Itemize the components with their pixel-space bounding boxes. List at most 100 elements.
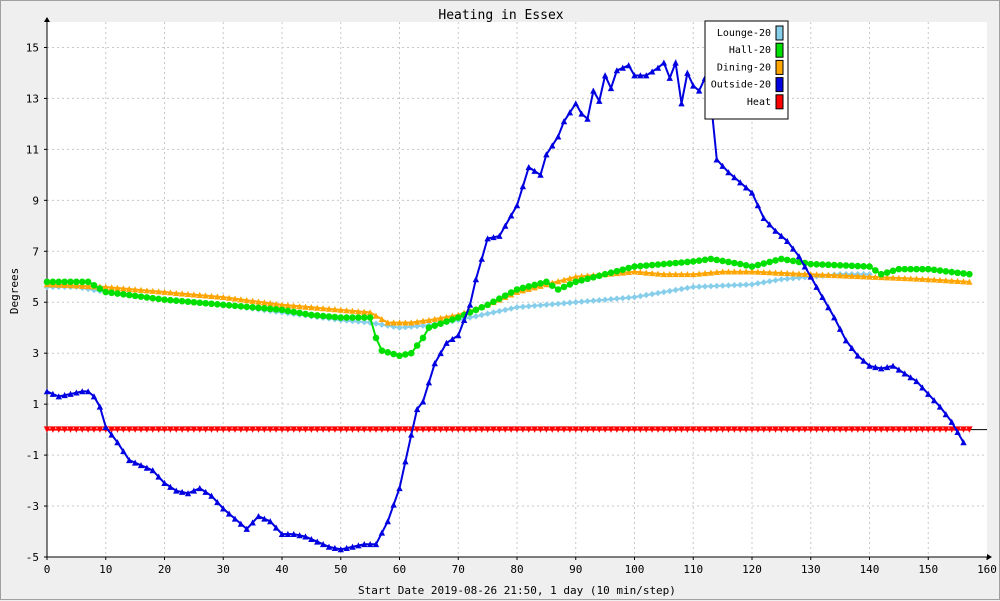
data-point [331,426,339,433]
data-point [278,426,286,433]
data-point [525,283,533,290]
data-point [449,316,456,323]
data-point [801,270,809,277]
data-point [631,268,638,275]
data-point [795,253,803,260]
data-point [149,294,157,302]
data-point [766,258,773,266]
data-point [131,459,139,466]
data-point [836,272,844,279]
data-point [560,426,568,433]
data-point [507,212,515,219]
data-point [919,265,926,273]
data-point [930,266,938,274]
x-tick-label: 130 [801,563,821,576]
data-point [684,258,691,266]
data-point [190,487,198,494]
data-point [278,530,286,537]
data-point [948,268,956,276]
data-point [325,426,333,433]
data-point [184,290,192,297]
data-point [361,541,368,548]
data-point [725,258,732,266]
data-point [331,306,339,313]
data-point [784,426,791,433]
data-point [519,303,527,311]
data-point [73,278,80,286]
data-point [73,389,80,396]
data-point [272,524,280,531]
data-point [901,275,908,282]
data-point [402,319,409,326]
data-point [795,426,803,433]
data-point [319,541,327,548]
data-point [296,309,303,317]
data-point [643,269,650,276]
chart-title: Heating in Essex [438,8,563,23]
data-point [408,319,415,326]
data-point [214,426,221,433]
data-point [49,390,57,397]
data-point [55,393,62,400]
data-point [742,261,750,269]
data-point [155,288,162,295]
data-point [290,302,297,309]
data-point [349,307,356,314]
data-point [813,283,820,290]
data-point [672,271,679,278]
data-point [607,426,615,433]
data-point [484,310,491,317]
data-point [90,426,98,433]
data-point [684,271,691,278]
data-point [249,519,256,526]
data-point [255,304,262,312]
data-point [572,426,579,433]
data-point [178,290,186,297]
data-point [872,364,879,371]
data-point [637,268,644,276]
data-point [237,296,245,303]
data-point [590,273,597,281]
data-point [554,286,562,293]
data-point [196,426,203,433]
data-point [84,426,92,433]
data-point [361,426,368,433]
data-point [731,174,738,181]
data-point [167,483,174,490]
data-point [272,426,280,433]
data-point [684,284,691,292]
data-point [619,294,626,302]
data-point [84,282,92,290]
data-point [748,281,756,288]
data-point [678,259,685,266]
data-point [525,426,532,433]
data-point [966,270,973,278]
data-point [502,222,509,229]
data-point [231,515,239,522]
data-point [860,263,867,270]
data-point [625,294,632,301]
data-point [513,202,521,209]
y-tick-label: 9 [32,194,39,207]
data-point [490,234,497,241]
y-tick-label: 13 [26,92,39,105]
data-point [643,72,650,79]
data-point [678,426,685,433]
data-point [713,282,720,290]
data-point [854,273,861,280]
data-point [748,426,756,433]
data-point [266,305,274,313]
data-point [67,390,74,397]
data-point [825,271,832,278]
data-point [496,426,503,433]
data-point [766,269,773,276]
data-point [202,299,209,307]
data-point [778,255,785,263]
data-point [67,282,74,289]
data-point [302,303,309,310]
data-point [443,426,450,433]
data-point [425,426,433,433]
data-point [690,426,697,433]
data-point [631,426,638,433]
